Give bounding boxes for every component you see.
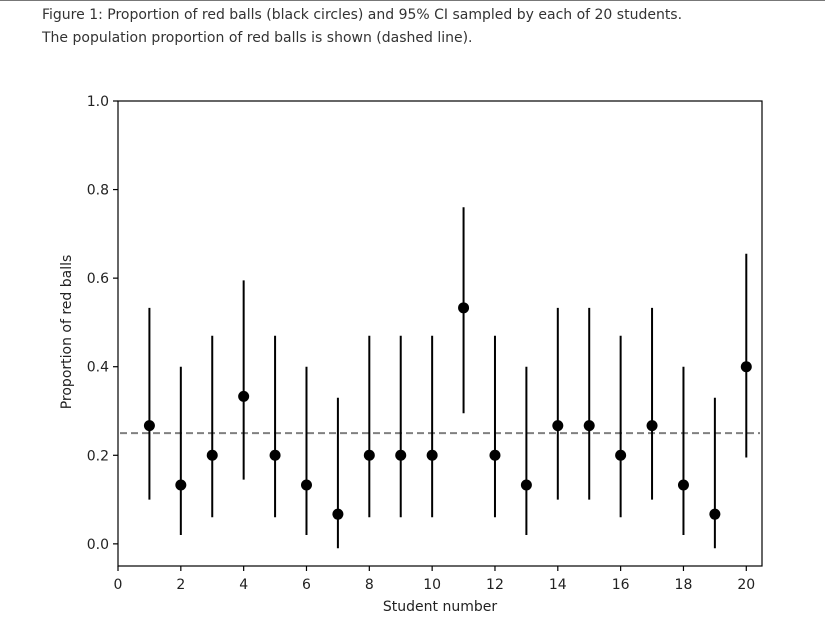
sample-proportion-point bbox=[143, 420, 155, 432]
sample-proportion-point bbox=[458, 302, 470, 314]
y-tick-label: 0.6 bbox=[87, 271, 109, 287]
x-tick-label: 0 bbox=[114, 577, 123, 593]
x-tick-label: 10 bbox=[423, 577, 441, 593]
x-tick-label: 6 bbox=[302, 577, 311, 593]
sample-proportion-point bbox=[646, 420, 658, 432]
plot-frame bbox=[117, 100, 763, 567]
x-tick-label: 18 bbox=[675, 577, 693, 593]
error-bars bbox=[148, 207, 748, 549]
x-tick-label: 16 bbox=[612, 577, 630, 593]
x-tick-label: 8 bbox=[365, 577, 374, 593]
sample-proportion-point bbox=[395, 449, 407, 461]
sample-proportion-point bbox=[520, 479, 532, 491]
x-tick-label: 14 bbox=[549, 577, 567, 593]
plot-area-border bbox=[117, 100, 763, 567]
x-tick-label: 12 bbox=[486, 577, 504, 593]
sample-proportion-point bbox=[269, 449, 281, 461]
sample-proportion-point bbox=[206, 449, 218, 461]
sample-proportion-point bbox=[300, 479, 312, 491]
sample-proportion-point bbox=[175, 479, 187, 491]
y-tick-label: 0.4 bbox=[87, 360, 109, 376]
sample-proportion-point bbox=[489, 449, 501, 461]
sample-proportion-point bbox=[332, 508, 344, 520]
x-tick-label: 20 bbox=[737, 577, 755, 593]
x-axis-ticks: 0 2 4 6 8 10 12 14 16 18 20 bbox=[114, 566, 755, 593]
y-axis-label: Proportion of red balls bbox=[59, 255, 75, 410]
caption-line-2: The population proportion of red balls i… bbox=[42, 30, 473, 46]
y-tick-label: 1.0 bbox=[87, 94, 109, 110]
top-rule bbox=[0, 0, 825, 1]
sample-proportion-point bbox=[615, 449, 627, 461]
sample-proportion-point bbox=[426, 449, 438, 461]
x-axis-label: Student number bbox=[383, 599, 497, 615]
caption-line-1: Figure 1: Proportion of red balls (black… bbox=[42, 7, 683, 23]
y-axis-ticks: 0.0 0.2 0.4 0.6 0.8 1.0 bbox=[87, 94, 118, 553]
sample-proportion-point bbox=[740, 361, 752, 373]
y-tick-label: 0.2 bbox=[87, 448, 109, 464]
y-tick-label: 0.8 bbox=[87, 183, 109, 199]
sample-proportion-point bbox=[238, 390, 250, 402]
data-points bbox=[143, 302, 752, 520]
x-tick-label: 2 bbox=[176, 577, 185, 593]
sample-proportion-point bbox=[363, 449, 375, 461]
sample-proportion-point bbox=[709, 508, 721, 520]
y-tick-label: 0.0 bbox=[87, 537, 109, 553]
sample-proportion-point bbox=[552, 420, 564, 432]
sample-proportion-point bbox=[677, 479, 689, 491]
figure-caption: Figure 1: Proportion of red balls (black… bbox=[42, 4, 822, 50]
sample-proportion-point bbox=[583, 420, 595, 432]
x-tick-label: 4 bbox=[239, 577, 248, 593]
